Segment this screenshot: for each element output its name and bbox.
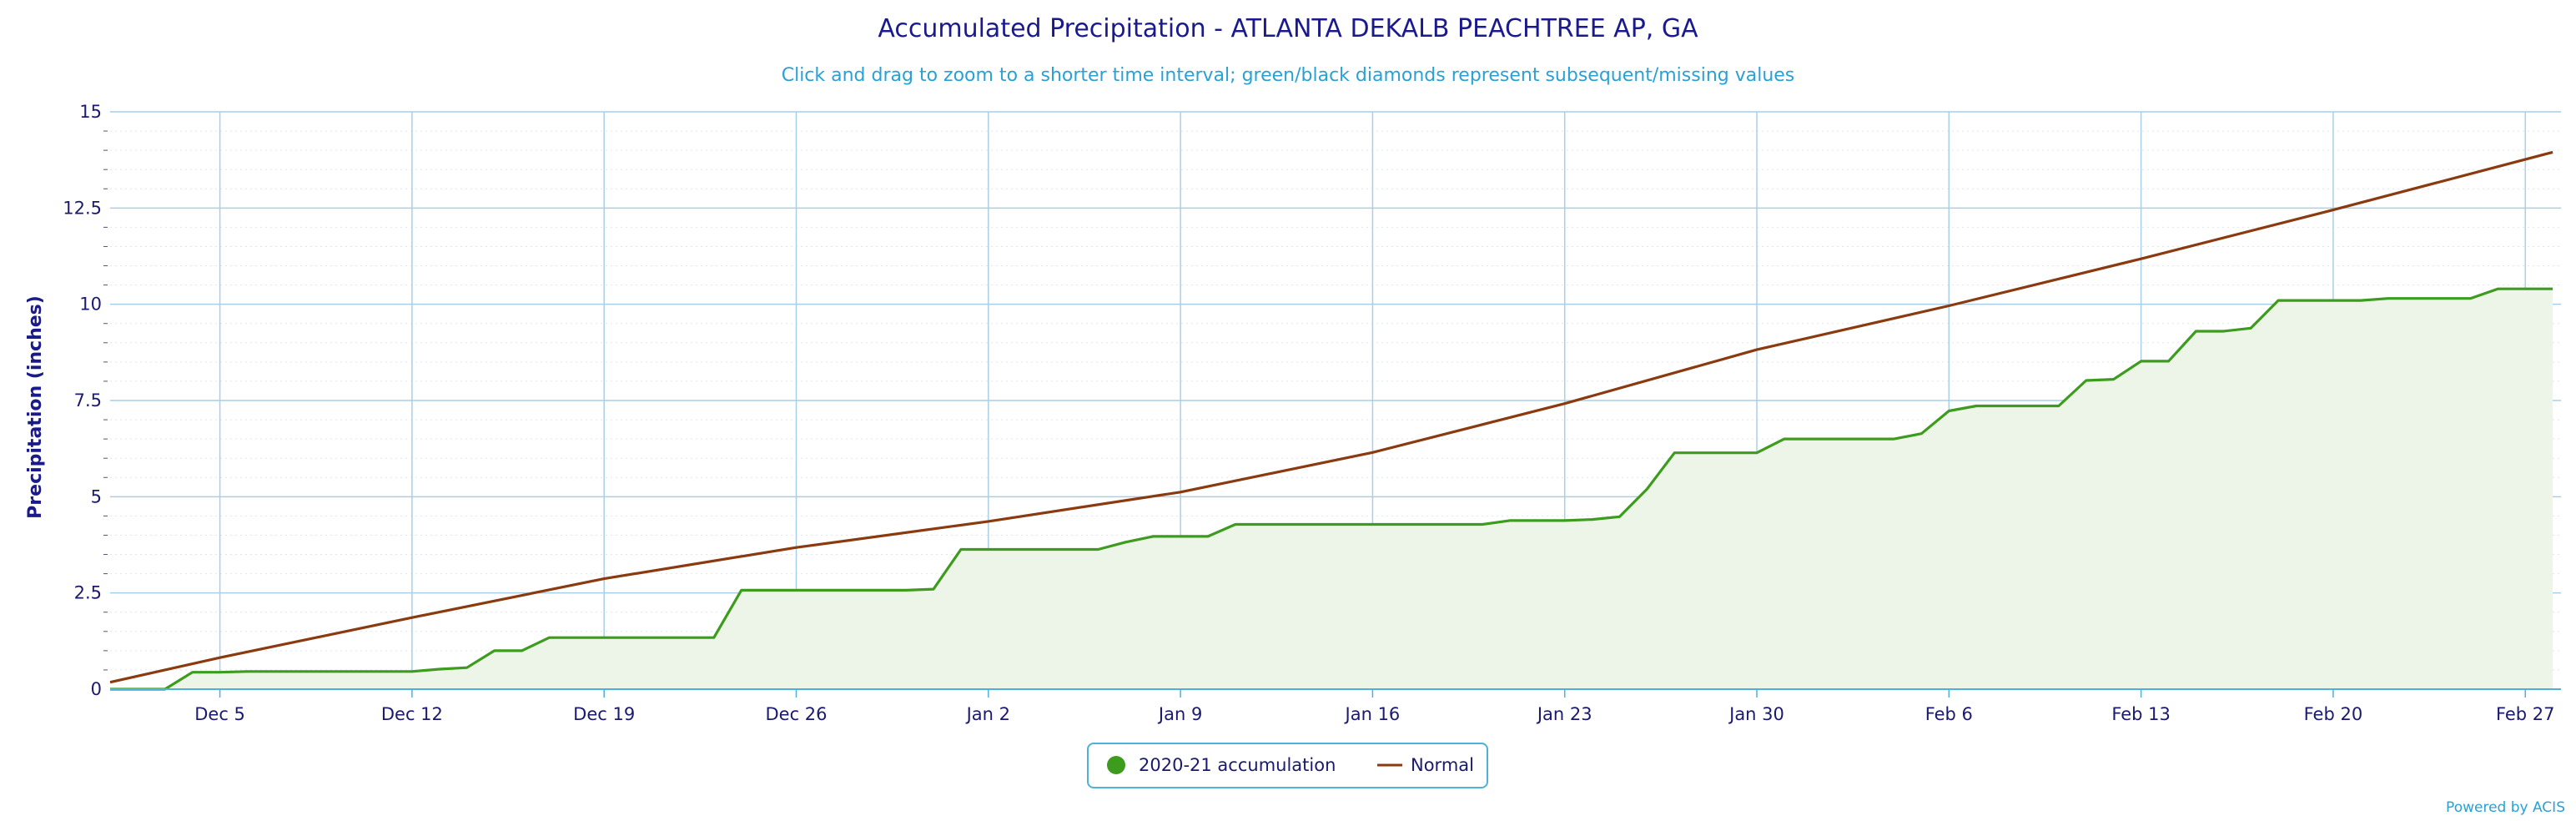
normal-line: [109, 150, 2553, 684]
legend-normal-label: Normal: [1411, 755, 1474, 775]
chart-subtitle: Click and drag to zoom to a shorter time…: [782, 65, 1795, 86]
y-tick-label: 2.5: [74, 583, 102, 603]
x-tick-label: Jan 23: [1536, 704, 1592, 724]
x-tick-label: Feb 27: [2496, 704, 2555, 724]
y-tick-label: 12.5: [63, 198, 102, 218]
series-layer[interactable]: [109, 150, 2553, 691]
legend-box: [1087, 743, 1488, 788]
y-tick-label: 15: [79, 102, 102, 122]
legend-accumulation-marker-icon: [1107, 756, 1125, 774]
legend-item-accumulation[interactable]: 2020-21 accumulation: [1107, 755, 1336, 775]
x-tick-label: Dec 19: [573, 704, 635, 724]
chart-title: Accumulated Precipitation - ATLANTA DEKA…: [878, 14, 1698, 43]
x-tick-label: Dec 12: [381, 704, 443, 724]
legend-item-normal[interactable]: Normal: [1377, 755, 1474, 775]
legend-accumulation-label: 2020-21 accumulation: [1139, 755, 1336, 775]
x-tick-label: Dec 26: [765, 704, 827, 724]
y-tick-label: 10: [79, 295, 102, 315]
x-tick-label: Jan 2: [965, 704, 1010, 724]
accumulation-line: [110, 287, 2553, 691]
y-tick-label: 0: [91, 679, 102, 699]
x-tick-label: Jan 16: [1344, 704, 1401, 724]
x-tick-label: Feb 6: [1925, 704, 1973, 724]
x-tick-label: Jan 30: [1728, 704, 1784, 724]
x-tick-label: Feb 13: [2111, 704, 2171, 724]
y-tick-label: 7.5: [74, 390, 102, 410]
x-tick-label: Feb 20: [2304, 704, 2363, 724]
powered-by-credit[interactable]: Powered by ACIS: [2446, 799, 2565, 816]
x-tick-label: Jan 9: [1157, 704, 1202, 724]
x-tick-label: Dec 5: [194, 704, 245, 724]
legend[interactable]: 2020-21 accumulation Normal: [1087, 743, 1488, 788]
axes: 0 2.5 5 7.5 10 12.5 15 Dec 5 Dec 12 Dec 19 Dec 26 J…: [63, 102, 2561, 724]
accumulation-area: [110, 289, 2553, 689]
y-axis-label: Precipitation (inches): [25, 295, 46, 519]
y-tick-label: 5: [91, 486, 102, 506]
